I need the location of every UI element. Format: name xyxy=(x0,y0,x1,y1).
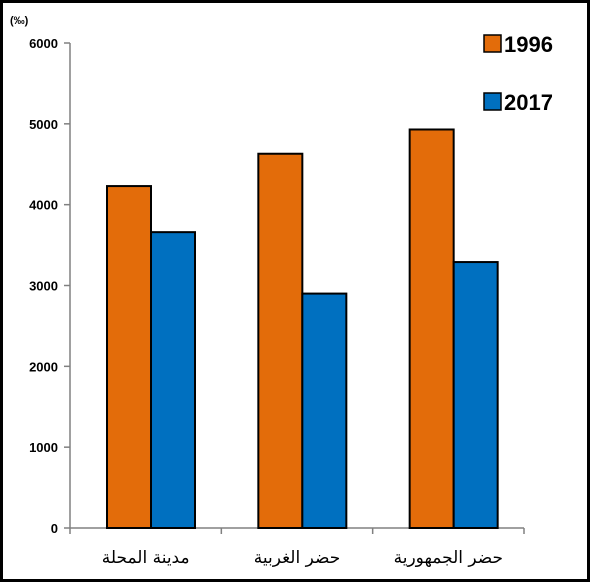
bar-2017-2 xyxy=(301,292,348,530)
y-unit-label: (‰) xyxy=(10,15,29,27)
y-tick-label: 6000 xyxy=(29,36,58,51)
legend-swatch-1996 xyxy=(483,34,502,53)
y-tick-label: 2000 xyxy=(29,359,58,374)
bars xyxy=(106,128,499,530)
y-tick-label: 3000 xyxy=(29,279,58,294)
legend-label-1996: 1996 xyxy=(504,32,553,57)
y-tick-label: 1000 xyxy=(29,440,58,455)
bar-2017-1 xyxy=(150,231,196,529)
bar-2017-3 xyxy=(452,261,499,529)
y-tick-label: 5000 xyxy=(29,117,58,132)
legend-label-2017: 2017 xyxy=(504,90,553,115)
category-labels: مدينة المحلة حضر الغربية حضر الجمهورية xyxy=(102,548,503,568)
x-category-label: مدينة المحلة xyxy=(102,548,190,568)
x-category-label: حضر الغربية xyxy=(254,548,341,568)
y-axis-ticks: 0 1000 2000 3000 4000 5000 6000 xyxy=(29,36,70,536)
x-category-label: حضر الجمهورية xyxy=(394,548,503,568)
y-tick-label: 4000 xyxy=(29,198,58,213)
bar-1996-3 xyxy=(408,128,455,529)
legend-swatch-2017 xyxy=(483,92,502,111)
y-tick-label: 0 xyxy=(51,521,58,536)
legend: 1996 2017 xyxy=(483,32,553,115)
bar-1996-2 xyxy=(257,152,304,529)
bar-1996-1 xyxy=(106,185,152,529)
